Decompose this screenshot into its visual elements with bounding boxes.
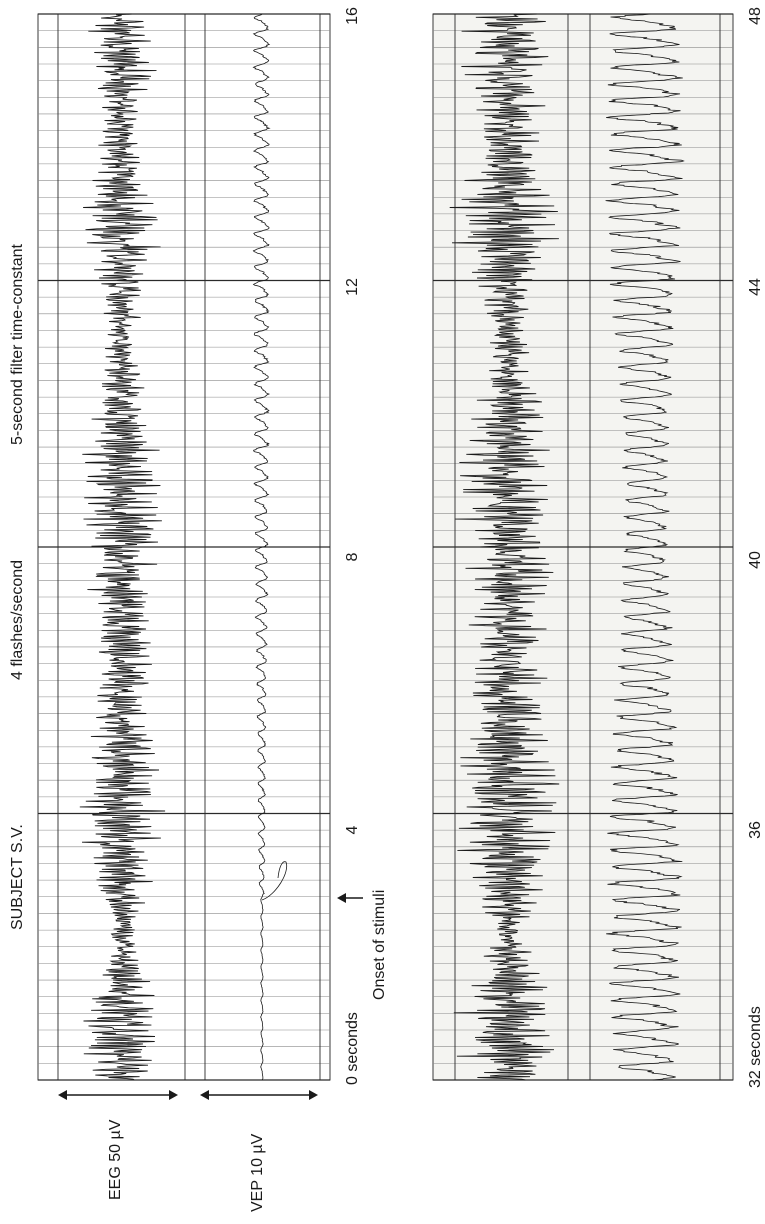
filter-label: 5-second filter time-constant [9,243,26,445]
bottom-tick-44: 44 [747,278,764,296]
subject-label: SUBJECT S.V. [9,824,26,930]
vep-trace [605,13,685,1081]
eeg-scale-bar [58,1090,178,1100]
onset-artifact-mark [261,861,288,901]
eeg-trace [79,13,166,1081]
eeg-scale-label: EEG 50 µV [107,1119,124,1200]
vep-scale-bar [200,1090,318,1100]
top-tick-0: 0 seconds [344,1012,361,1085]
bottom-tick-32: 32 seconds [747,1006,764,1088]
bottom-panel [432,13,734,1081]
onset-arrow [337,893,363,903]
vep-scale-label: VEP 10 µV [249,1133,266,1212]
flash-rate-label: 4 flashes/second [9,560,26,680]
vep-trace [252,13,271,1081]
top-tick-8: 8 [344,552,361,561]
top-tick-16: 16 [344,7,361,25]
top-panel [37,13,331,1081]
onset-label: Onset of stimuli [371,890,388,1000]
top-tick-4: 4 [344,825,361,834]
eeg-trace [449,13,560,1081]
bottom-tick-36: 36 [747,821,764,839]
bottom-panel-traces [449,13,685,1081]
top-tick-12: 12 [344,278,361,296]
bottom-tick-40: 40 [747,551,764,569]
bottom-tick-48: 48 [747,7,764,25]
bottom-panel-grid [433,13,733,1081]
top-panel-grid [38,13,330,1081]
top-panel-traces [79,13,288,1081]
